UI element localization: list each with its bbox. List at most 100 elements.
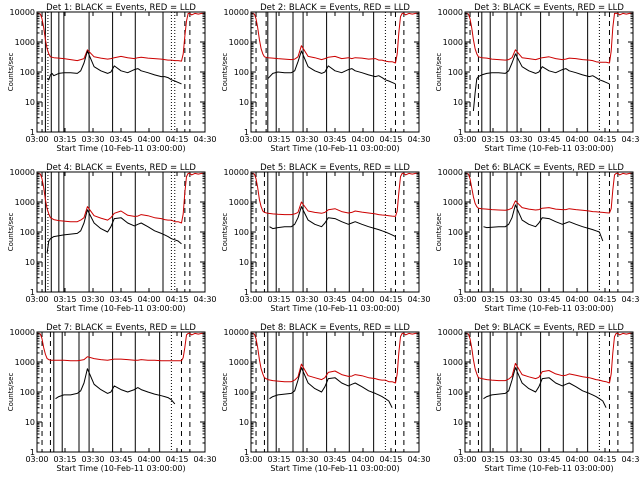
y-tick-label: 100 [234,68,249,77]
x-tick-label: 04:30 [407,455,430,464]
y-tick-label: 10 [453,418,463,427]
x-tick-label: 04:00 [137,455,160,464]
y-tick-label: 10 [239,98,249,107]
x-axis-label: Start Time (10-Feb-11 03:00:00) [270,304,399,313]
x-tick-label: 03:15 [481,295,504,304]
y-tick-label: 1 [30,128,35,137]
panel-title: Det 5: BLACK = Events, RED = LLD [260,163,410,173]
y-tick-label: 1000 [443,198,463,207]
x-tick-label: 03:00 [25,295,48,304]
x-tick-label: 03:30 [295,135,318,144]
y-tick-label: 10000 [224,168,249,177]
x-tick-label: 04:00 [565,455,588,464]
x-axis-label: Start Time (10-Feb-11 03:00:00) [484,464,613,473]
y-tick-label: 100 [448,388,463,397]
x-tick-label: 04:30 [621,455,640,464]
events-series-line [55,368,176,405]
plot-frame [36,171,206,293]
x-tick-label: 03:15 [267,455,290,464]
x-tick-label: 03:15 [481,135,504,144]
x-tick-label: 03:30 [295,295,318,304]
panel-title: Det 7: BLACK = Events, RED = LLD [46,323,196,333]
events-series-line [269,367,393,408]
y-tick-label: 1 [458,448,463,457]
x-tick-label: 04:15 [593,295,616,304]
y-tick-label: 1000 [443,38,463,47]
y-tick-label: 1 [244,128,249,137]
x-tick-label: 04:15 [379,295,402,304]
detector-panel: 03:00 03:15 03:30 03:45 04:00 04:15 04:30 1 10 10… [7,323,217,473]
y-tick-label: 1 [244,288,249,297]
y-tick-label: 1000 [15,38,35,47]
lld-series-line [251,332,419,384]
detector-panel: 03:00 03:15 03:30 03:45 04:00 04:15 04:30 1 10 10… [221,323,431,473]
lld-series-line [37,332,205,362]
x-tick-label: 03:45 [323,135,346,144]
y-tick-label: 1000 [229,358,249,367]
x-tick-label: 03:00 [453,295,476,304]
y-tick-label: 10 [239,258,249,267]
y-tick-label: 10000 [10,8,35,17]
y-tick-label: 1000 [443,358,463,367]
y-tick-label: 10 [453,258,463,267]
x-tick-label: 03:45 [537,135,560,144]
x-tick-label: 04:00 [351,135,374,144]
x-tick-label: 04:30 [193,295,216,304]
detector-panel: 03:00 03:15 03:30 03:45 04:00 04:15 04:30 1 10 10… [221,3,431,153]
y-tick-label: 10000 [224,328,249,337]
y-tick-label: 10000 [10,328,35,337]
panel-title: Det 9: BLACK = Events, RED = LLD [474,323,624,333]
lld-series-line [251,12,419,64]
x-tick-label: 04:15 [379,455,402,464]
y-tick-label: 10 [25,98,35,107]
y-tick-label: 10000 [10,168,35,177]
x-tick-label: 03:15 [267,135,290,144]
x-tick-label: 03:45 [537,295,560,304]
x-tick-label: 03:00 [453,455,476,464]
x-tick-label: 03:45 [109,295,132,304]
x-tick-label: 03:00 [25,455,48,464]
x-tick-label: 03:45 [323,455,346,464]
x-tick-label: 04:00 [351,295,374,304]
y-tick-label: 1 [458,288,463,297]
panel-title: Det 8: BLACK = Events, RED = LLD [260,323,410,333]
x-tick-label: 03:30 [295,455,318,464]
events-series-line [46,209,182,254]
x-tick-label: 03:00 [25,135,48,144]
y-tick-label: 10 [25,418,35,427]
x-tick-label: 03:00 [239,455,262,464]
y-tick-label: 1 [30,448,35,457]
y-tick-label: 10 [239,418,249,427]
y-axis-label: Counts/sec [221,373,229,412]
x-tick-label: 03:30 [509,455,532,464]
x-tick-label: 04:00 [565,295,588,304]
events-series-line [483,204,604,242]
x-tick-label: 03:00 [239,295,262,304]
y-axis-label: Counts/sec [7,213,15,252]
y-tick-label: 10 [453,98,463,107]
events-series-line [483,367,607,408]
y-tick-label: 100 [20,388,35,397]
plot-frame [36,11,206,133]
x-tick-label: 03:45 [109,455,132,464]
x-tick-label: 04:30 [621,295,640,304]
x-tick-label: 04:00 [137,135,160,144]
detector-panel: 03:00 03:15 03:30 03:45 04:00 04:15 04:30 1 10 10… [435,163,640,313]
x-tick-label: 04:30 [193,135,216,144]
y-tick-label: 1 [30,288,35,297]
x-tick-label: 03:30 [509,295,532,304]
x-tick-label: 03:30 [81,455,104,464]
x-tick-label: 04:15 [593,455,616,464]
y-tick-label: 10 [25,258,35,267]
events-series-line [267,50,396,85]
y-tick-label: 100 [234,228,249,237]
x-axis-label: Start Time (10-Feb-11 03:00:00) [56,144,185,153]
lld-series-line [37,172,205,224]
x-axis-label: Start Time (10-Feb-11 03:00:00) [270,144,399,153]
y-tick-label: 1000 [15,358,35,367]
x-tick-label: 04:15 [379,135,402,144]
x-tick-label: 03:15 [53,455,76,464]
y-tick-label: 100 [20,228,35,237]
detector-panel: 03:00 03:15 03:30 03:45 04:00 04:15 04:30 1 10 10… [435,3,640,153]
y-axis-label: Counts/sec [7,373,15,412]
